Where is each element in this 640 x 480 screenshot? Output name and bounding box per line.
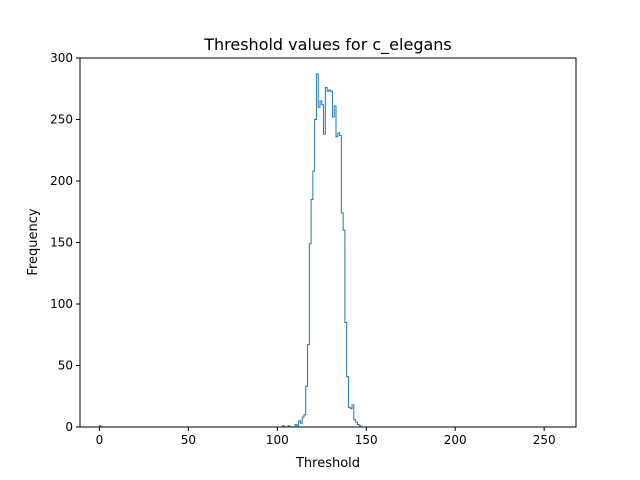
y-tick-label: 50 — [58, 359, 73, 373]
y-axis-ticks: 0 50 100 150 200 250 300 — [50, 51, 80, 434]
chart-title: Threshold values for c_elegans — [203, 35, 452, 55]
y-tick-label: 250 — [50, 113, 73, 127]
y-tick-label: 200 — [50, 174, 73, 188]
y-tick-label: 300 — [50, 51, 73, 65]
x-tick-label: 0 — [96, 433, 104, 447]
x-tick-label: 200 — [444, 433, 467, 447]
x-axis-label: Threshold — [295, 456, 360, 471]
x-axis-ticks: 0 50 100 150 200 250 — [96, 427, 556, 447]
y-axis-label: Frequency — [26, 208, 41, 275]
y-tick-label: 100 — [50, 297, 73, 311]
x-tick-label: 100 — [266, 433, 289, 447]
y-tick-label: 0 — [65, 420, 73, 434]
x-tick-label: 250 — [533, 433, 556, 447]
x-tick-label: 150 — [355, 433, 378, 447]
y-tick-label: 150 — [50, 236, 73, 250]
x-tick-label: 50 — [181, 433, 196, 447]
